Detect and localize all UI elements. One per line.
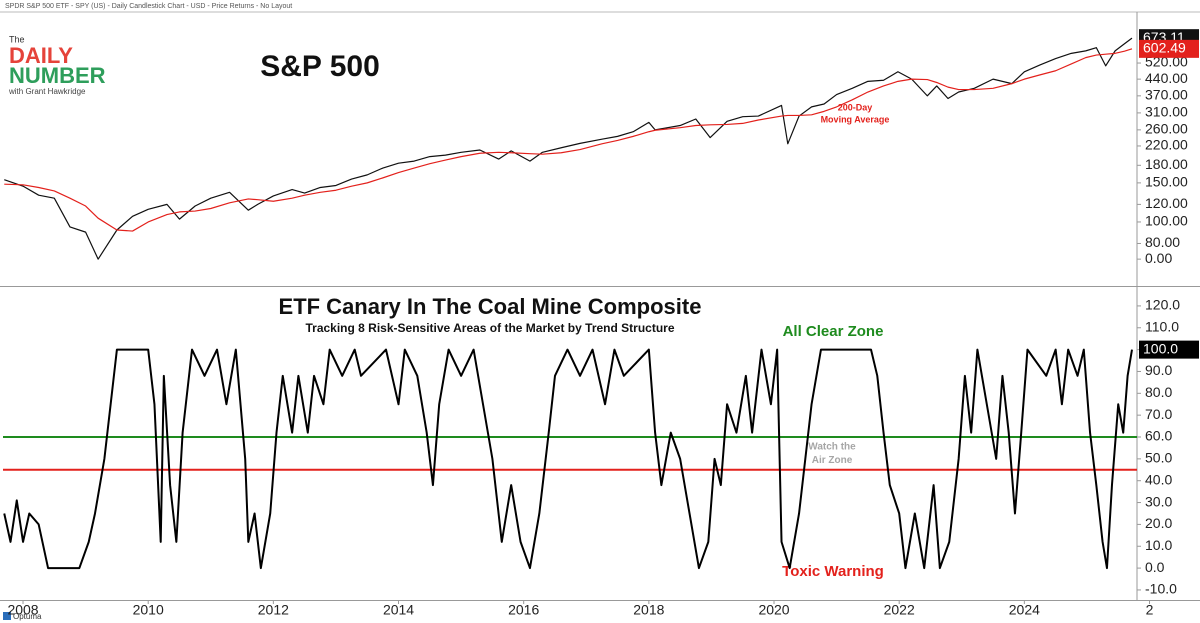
- y-tick-label: 0.00: [1145, 250, 1172, 266]
- last-value-label: 100.0: [1143, 340, 1178, 356]
- y-tick-label: 310.00: [1145, 104, 1188, 120]
- logo-byline: with Grant Hawkridge: [8, 87, 86, 96]
- y-tick-label: 50.0: [1145, 450, 1172, 466]
- y-tick-label: 120.0: [1145, 297, 1180, 313]
- logo-line1: DAILY: [9, 43, 73, 68]
- plot-area: [4, 37, 1133, 260]
- series-line: [3, 348, 1133, 570]
- y-tick-label: 370.00: [1145, 87, 1188, 103]
- annotation: Moving Average: [821, 115, 890, 125]
- x-tick-label: 2020: [758, 602, 789, 618]
- y-tick-label: 80.0: [1145, 384, 1172, 400]
- x-tick-label: 2008: [7, 602, 38, 618]
- y-tick-label: 220.00: [1145, 137, 1188, 153]
- annotation: Air Zone: [812, 455, 853, 466]
- header: SPDR S&P 500 ETF - SPY (US) - Daily Cand…: [5, 3, 292, 10]
- last-value-label: 602.49: [1143, 40, 1186, 56]
- x-tick-label: 2024: [1009, 602, 1040, 618]
- x-tick-label: 2022: [884, 602, 915, 618]
- series-line: [4, 37, 1133, 260]
- logo-line2: NUMBER: [9, 63, 106, 88]
- logo-top: The: [9, 34, 25, 44]
- y-tick-label: 40.0: [1145, 471, 1172, 487]
- y-tick-label: 150.00: [1145, 174, 1188, 190]
- x-tick-label: 2010: [133, 602, 164, 618]
- annotation: 200-Day: [838, 102, 873, 112]
- annotation: All Clear Zone: [783, 323, 884, 340]
- x-tick-label: 2012: [258, 602, 289, 618]
- y-tick-label: 120.00: [1145, 195, 1188, 211]
- y-tick-label: -10.0: [1145, 581, 1177, 597]
- y-tick-label: 100.00: [1145, 213, 1188, 229]
- series-line: [4, 48, 1133, 232]
- y-tick-label: 90.0: [1145, 362, 1172, 378]
- x-tick-label: 2014: [383, 602, 414, 618]
- last-value-box: [1139, 340, 1199, 359]
- y-tick-label: 60.0: [1145, 428, 1172, 444]
- chart-title: ETF Canary In The Coal Mine Composite: [279, 294, 702, 319]
- y-tick-label: 80.00: [1145, 234, 1180, 250]
- y-tick-label: 70.0: [1145, 406, 1172, 422]
- y-tick-label: 20.0: [1145, 515, 1172, 531]
- footer-icon: [3, 612, 11, 620]
- annotation: Watch the: [808, 442, 856, 453]
- chart-subtitle: Tracking 8 Risk-Sensitive Areas of the M…: [305, 321, 674, 335]
- y-tick-label: 180.00: [1145, 156, 1188, 172]
- y-tick-label: 260.00: [1145, 121, 1188, 137]
- x-tick-label: 2016: [508, 602, 539, 618]
- x-tick-label: 2018: [633, 602, 664, 618]
- x-tick-label: 2: [1146, 602, 1154, 618]
- logo: The DAILY NUMBER with Grant Hawkridge: [8, 34, 106, 96]
- chart-title: S&P 500: [260, 50, 380, 83]
- y-tick-label: 110.0: [1145, 318, 1179, 334]
- y-tick-label: 30.0: [1145, 493, 1172, 509]
- plot-area: [3, 348, 1133, 570]
- footer: Optuma: [13, 612, 42, 621]
- annotation: Toxic Warning: [782, 563, 884, 580]
- y-tick-label: 0.0: [1145, 559, 1165, 575]
- y-tick-label: 440.00: [1145, 70, 1188, 86]
- y-tick-label: 10.0: [1145, 537, 1172, 553]
- last-value-box: [1139, 39, 1199, 58]
